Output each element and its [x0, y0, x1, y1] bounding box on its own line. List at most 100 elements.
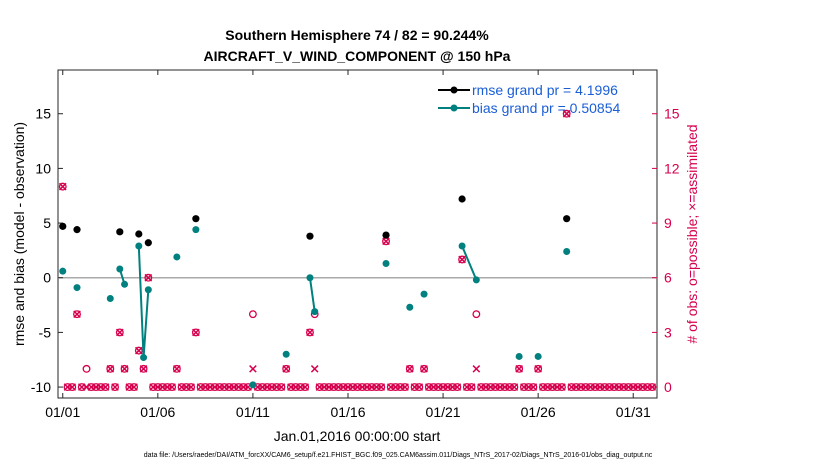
- obs-assimilated-marker: [82, 383, 91, 391]
- obs-possible-marker: [201, 383, 210, 392]
- rmse-point: [563, 215, 571, 223]
- obs-possible-marker: [334, 383, 343, 392]
- obs-possible-marker: [557, 383, 566, 392]
- obs-assimilated-marker: [111, 383, 119, 391]
- obs-possible-marker: [619, 383, 628, 392]
- obs-possible-marker: [529, 383, 538, 392]
- obs-possible-marker: [372, 383, 381, 392]
- obs-possible-marker: [643, 383, 652, 392]
- obs-possible-marker: [277, 383, 286, 392]
- obs-possible-marker: [120, 364, 129, 373]
- obs-possible-marker: [458, 255, 467, 264]
- obs-possible-marker: [648, 383, 657, 392]
- bias-point: [144, 286, 152, 294]
- x-tick-label: 01/21: [426, 404, 461, 420]
- obs-possible-marker: [258, 383, 267, 392]
- obs-assimilated-marker: [405, 365, 414, 373]
- obs-possible-marker: [363, 383, 371, 392]
- obs-possible-marker: [353, 383, 362, 392]
- obs-possible-marker: [538, 383, 547, 392]
- obs-possible-marker: [329, 383, 338, 392]
- obs-possible-marker: [101, 383, 110, 392]
- obs-assimilated-marker: [249, 365, 257, 373]
- obs-possible-marker: [586, 383, 595, 392]
- obs-possible-marker: [115, 328, 124, 337]
- obs-assimilated-marker: [120, 365, 129, 373]
- obs-possible-marker: [315, 383, 324, 392]
- obs-possible-marker: [600, 383, 609, 392]
- obs-possible-marker: [481, 383, 490, 392]
- obs-possible-marker: [163, 383, 172, 392]
- obs-possible-marker: [420, 364, 429, 373]
- obs-assimilated-marker: [415, 383, 424, 391]
- obs-possible-marker: [477, 383, 486, 392]
- obs-possible-marker: [462, 383, 471, 392]
- obs-possible-marker: [534, 364, 543, 373]
- legend-rmse-marker: [450, 86, 458, 94]
- obs-assimilated-marker: [277, 383, 286, 391]
- obs-possible-marker: [196, 383, 205, 392]
- obs-assimilated-marker: [562, 109, 571, 118]
- obs-possible-marker: [591, 383, 600, 392]
- obs-possible-marker: [286, 383, 295, 392]
- rmse-point: [135, 230, 143, 238]
- obs-assimilated-marker: [510, 383, 519, 391]
- bias-point: [121, 280, 129, 288]
- obs-possible-marker: [77, 383, 86, 392]
- rmse-point: [382, 231, 390, 239]
- obs-possible-marker: [263, 383, 272, 392]
- obs-possible-marker: [130, 383, 139, 392]
- y-left-tick-label: 5: [43, 215, 51, 231]
- obs-possible-marker: [638, 383, 647, 392]
- plot-area: [57, 69, 658, 399]
- obs-assimilated-marker: [168, 383, 176, 391]
- obs-assimilated-marker: [401, 383, 409, 391]
- obs-possible-marker: [401, 383, 409, 392]
- y-left-tick-label: 15: [35, 106, 51, 122]
- obs-possible-marker: [68, 383, 77, 392]
- obs-possible-marker: [410, 383, 419, 392]
- obs-possible-marker: [168, 383, 177, 392]
- y-right-tick-label: 3: [664, 324, 672, 340]
- obs-possible-marker: [182, 383, 191, 392]
- rmse-point: [144, 239, 152, 247]
- y-left-tick-label: 10: [35, 160, 51, 176]
- obs-possible-marker: [210, 383, 219, 392]
- obs-possible-marker: [486, 383, 495, 392]
- obs-possible-marker: [634, 383, 642, 392]
- obs-possible-marker: [439, 383, 448, 392]
- obs-assimilated-marker: [130, 383, 138, 391]
- chart-title-line2: AIRCRAFT_V_WIND_COMPONENT @ 150 hPa: [204, 48, 511, 64]
- obs-assimilated-marker: [310, 365, 319, 373]
- obs-possible-marker: [510, 383, 519, 392]
- obs-possible-marker: [153, 383, 162, 392]
- obs-possible-marker: [187, 383, 196, 392]
- bias-point: [249, 381, 257, 389]
- obs-possible-marker: [496, 383, 505, 392]
- obs-possible-marker: [405, 364, 414, 373]
- rmse-point: [73, 226, 81, 234]
- obs-possible-marker: [519, 383, 528, 392]
- obs-possible-marker: [610, 383, 619, 392]
- obs-assimilated-marker: [115, 328, 124, 337]
- obs-assimilated-marker: [134, 346, 143, 355]
- bias-line: [308, 277, 316, 312]
- obs-possible-marker: [248, 310, 257, 319]
- obs-assimilated-marker: [529, 383, 538, 391]
- legend-bias-marker: [450, 104, 458, 112]
- obs-possible-marker: [453, 383, 462, 392]
- rmse-point: [192, 215, 200, 223]
- obs-assimilated-marker: [306, 328, 314, 337]
- obs-possible-marker: [301, 383, 310, 392]
- bias-point: [472, 276, 480, 284]
- x-axis-ticks: 01/01 01/06 01/11 01/16 01/21 01/26 01/31: [45, 70, 651, 420]
- obs-assimilated-marker: [382, 237, 390, 246]
- bias-point: [282, 350, 290, 358]
- obs-possible-marker: [282, 364, 291, 373]
- bias-point: [382, 260, 390, 268]
- obs-assimilated-marker: [192, 328, 200, 337]
- obs-assimilated-marker: [467, 383, 476, 391]
- obs-possible-marker: [144, 273, 153, 282]
- x-tick-label: 01/16: [330, 404, 365, 420]
